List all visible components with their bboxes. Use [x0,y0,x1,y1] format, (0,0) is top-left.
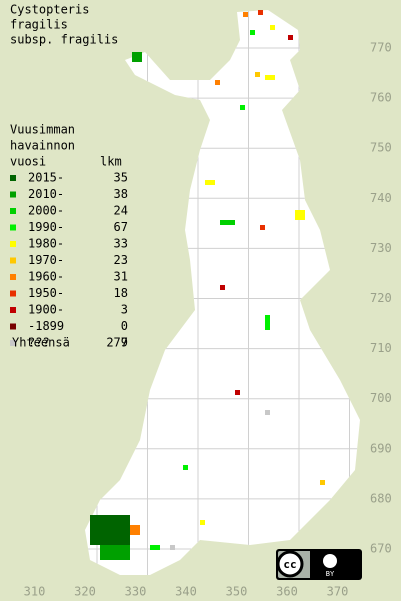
y-coordinate-label: 710 [370,341,392,355]
legend-label: 1980- [28,237,64,251]
legend-header: havainnon [10,139,75,153]
record-square [243,12,248,17]
legend-label: 1970- [28,253,64,267]
records [90,10,325,560]
legend-swatch [10,307,16,313]
cc-icon [276,550,304,578]
record-square [90,515,130,545]
record-square [130,525,140,535]
legend-label: 1960- [28,270,64,284]
x-coordinate-label: 350 [226,585,248,599]
legend-label: -1899 [28,319,64,333]
legend-count: 3 [121,303,128,317]
record-square [320,480,325,485]
record-square [200,520,205,525]
legend-swatch [10,323,16,330]
record-square [240,105,245,110]
legend-count: 0 [121,319,128,333]
license-badge: cc BY [276,549,362,580]
record-square [265,75,275,80]
legend-count: 7 [121,336,128,350]
record-square [265,410,270,415]
legend-label: ??? [28,336,50,350]
y-coordinate-label: 760 [370,91,392,105]
x-coordinate-label: 310 [24,585,46,599]
y-coordinate-label: 730 [370,241,392,255]
record-square [220,285,225,290]
by-icon [323,554,337,568]
title-line: Cystopteris [10,3,89,17]
record-square [265,315,270,330]
legend-swatch [10,257,16,264]
cc-text: cc [283,558,296,571]
x-coordinate-label: 320 [74,585,96,599]
legend-count: 35 [114,171,128,185]
record-square [235,390,240,395]
legend-label: 2015- [28,171,64,185]
x-coordinate-label: 340 [175,585,197,599]
record-square [170,545,175,550]
y-coordinate-label: 690 [370,441,392,455]
legend-total: 279 [106,336,128,350]
legend-swatch [10,224,16,231]
legend-swatch [10,208,16,214]
legend-count: 31 [114,270,128,284]
legend-count: 18 [114,286,128,300]
record-square [132,52,142,62]
legend-swatch [10,290,16,297]
y-coordinate-label: 740 [370,191,392,205]
legend-swatch [10,274,16,280]
legend-label: 2000- [28,204,64,218]
x-coordinate-label: 370 [327,585,349,599]
record-square [255,72,260,77]
legend-swatch [10,241,16,247]
record-square [250,30,255,35]
legend-label: 1900- [28,303,64,317]
legend-count: 23 [114,253,128,267]
legend-label: 1950- [28,286,64,300]
y-coordinate-label: 670 [370,542,392,556]
y-coordinate-label: 750 [370,141,392,155]
record-square [295,210,305,220]
legend-label: 1990- [28,220,64,234]
record-square [100,545,130,560]
legend-count: 67 [114,220,128,234]
record-square [183,465,188,470]
legend-count: 33 [114,237,128,251]
record-square [150,545,160,550]
x-coordinate-label: 360 [276,585,298,599]
legend-label: 2010- [28,187,64,201]
legend-swatch [10,340,16,346]
legend-count: 24 [114,204,128,218]
legend-swatch [10,191,16,198]
record-square [260,225,265,230]
record-square [270,25,275,30]
y-coordinate-label: 680 [370,491,392,505]
record-square [258,10,263,15]
legend-total-label: Yhteensä [12,336,70,350]
legend-header: Vuusimman [10,123,75,137]
y-coordinate-label: 770 [370,41,392,55]
title-line: fragilis [10,18,68,32]
record-square [220,220,235,225]
legend-year-heading: vuosi [10,155,46,169]
by-text: BY [326,570,335,578]
legend-swatch [10,175,16,181]
record-square [215,80,220,85]
y-coordinate-label: 700 [370,391,392,405]
record-square [205,180,215,185]
legend-count-heading: lkm [100,155,122,169]
y-coordinate-label: 720 [370,291,392,305]
legend-count: 38 [114,187,128,201]
x-coordinate-label: 330 [125,585,147,599]
title-line: subsp. fragilis [10,33,118,47]
record-square [288,35,293,40]
